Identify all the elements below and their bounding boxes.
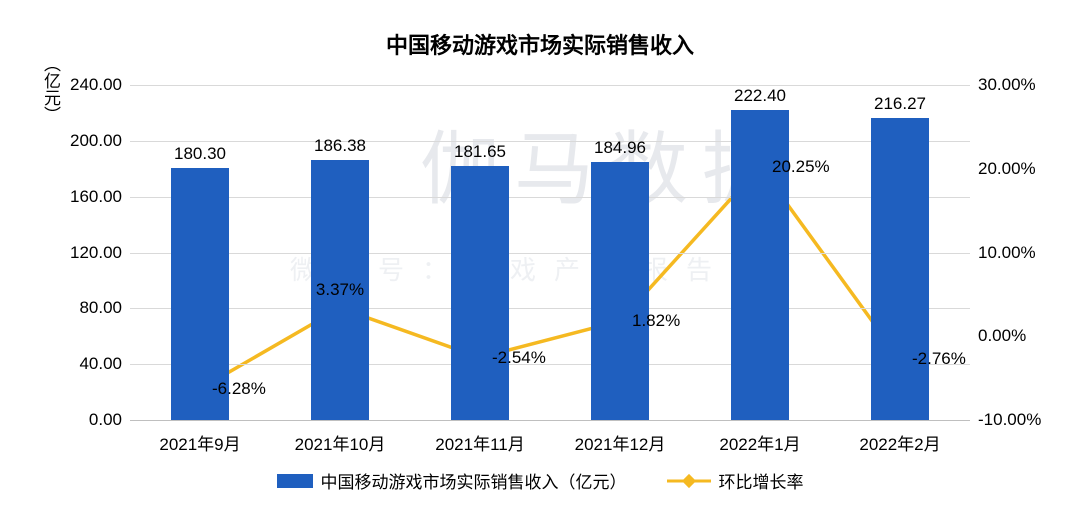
y1-tick-label: 0.00 xyxy=(89,410,130,430)
bar-value-label: 181.65 xyxy=(454,142,506,162)
y2-tick-label: 20.00% xyxy=(970,159,1036,179)
line-value-label: -2.54% xyxy=(492,348,546,368)
legend-item-line: 环比增长率 xyxy=(667,468,804,493)
gridline xyxy=(130,253,970,254)
gridline xyxy=(130,308,970,309)
y1-tick-label: 120.00 xyxy=(70,243,130,263)
chart-title: 中国移动游戏市场实际销售收入 xyxy=(0,28,1080,60)
y1-tick-label: 200.00 xyxy=(70,131,130,151)
y2-tick-label: 0.00% xyxy=(970,326,1026,346)
y1-axis-unit: （亿元） xyxy=(38,55,63,123)
bar-value-label: 180.30 xyxy=(174,144,226,164)
x-tick-label: 2021年11月 xyxy=(435,420,524,455)
x-tick-label: 2021年12月 xyxy=(575,420,666,455)
x-tick-label: 2021年9月 xyxy=(159,420,240,455)
growth-line xyxy=(200,167,900,389)
legend-item-bar: 中国移动游戏市场实际销售收入（亿元） xyxy=(277,468,627,493)
gridline xyxy=(130,420,970,421)
y2-tick-label: 30.00% xyxy=(970,75,1036,95)
gridline xyxy=(130,141,970,142)
line-value-label: -6.28% xyxy=(212,379,266,399)
gridline xyxy=(130,85,970,86)
bar xyxy=(871,118,930,420)
plot-area: 0.0040.0080.00120.00160.00200.00240.00-1… xyxy=(130,85,970,420)
gridline xyxy=(130,197,970,198)
bar-value-label: 184.96 xyxy=(594,138,646,158)
legend-swatch-line xyxy=(667,474,711,488)
gridline xyxy=(130,364,970,365)
x-tick-label: 2021年10月 xyxy=(295,420,386,455)
y1-tick-label: 80.00 xyxy=(79,298,130,318)
legend-swatch-bar xyxy=(277,474,313,488)
legend-label-line: 环比增长率 xyxy=(719,468,804,493)
bar xyxy=(451,166,510,420)
bar-value-label: 186.38 xyxy=(314,136,366,156)
line-value-label: 3.37% xyxy=(316,280,364,300)
x-tick-label: 2022年2月 xyxy=(859,420,940,455)
bar xyxy=(591,162,650,420)
y1-tick-label: 240.00 xyxy=(70,75,130,95)
bar-value-label: 216.27 xyxy=(874,94,926,114)
y1-tick-label: 160.00 xyxy=(70,187,130,207)
line-value-label: 1.82% xyxy=(632,311,680,331)
line-value-label: -2.76% xyxy=(912,349,966,369)
legend-label-bar: 中国移动游戏市场实际销售收入（亿元） xyxy=(321,468,627,493)
bar-value-label: 222.40 xyxy=(734,86,786,106)
y1-tick-label: 40.00 xyxy=(79,354,130,374)
x-tick-label: 2022年1月 xyxy=(719,420,800,455)
chart-container: 伽马数据 微信号：游戏产业报告 中国移动游戏市场实际销售收入 （亿元） 0.00… xyxy=(0,0,1080,523)
y2-tick-label: 10.00% xyxy=(970,243,1036,263)
line-value-label: 20.25% xyxy=(772,157,830,177)
y2-tick-label: -10.00% xyxy=(970,410,1041,430)
legend: 中国移动游戏市场实际销售收入（亿元） 环比增长率 xyxy=(0,468,1080,493)
